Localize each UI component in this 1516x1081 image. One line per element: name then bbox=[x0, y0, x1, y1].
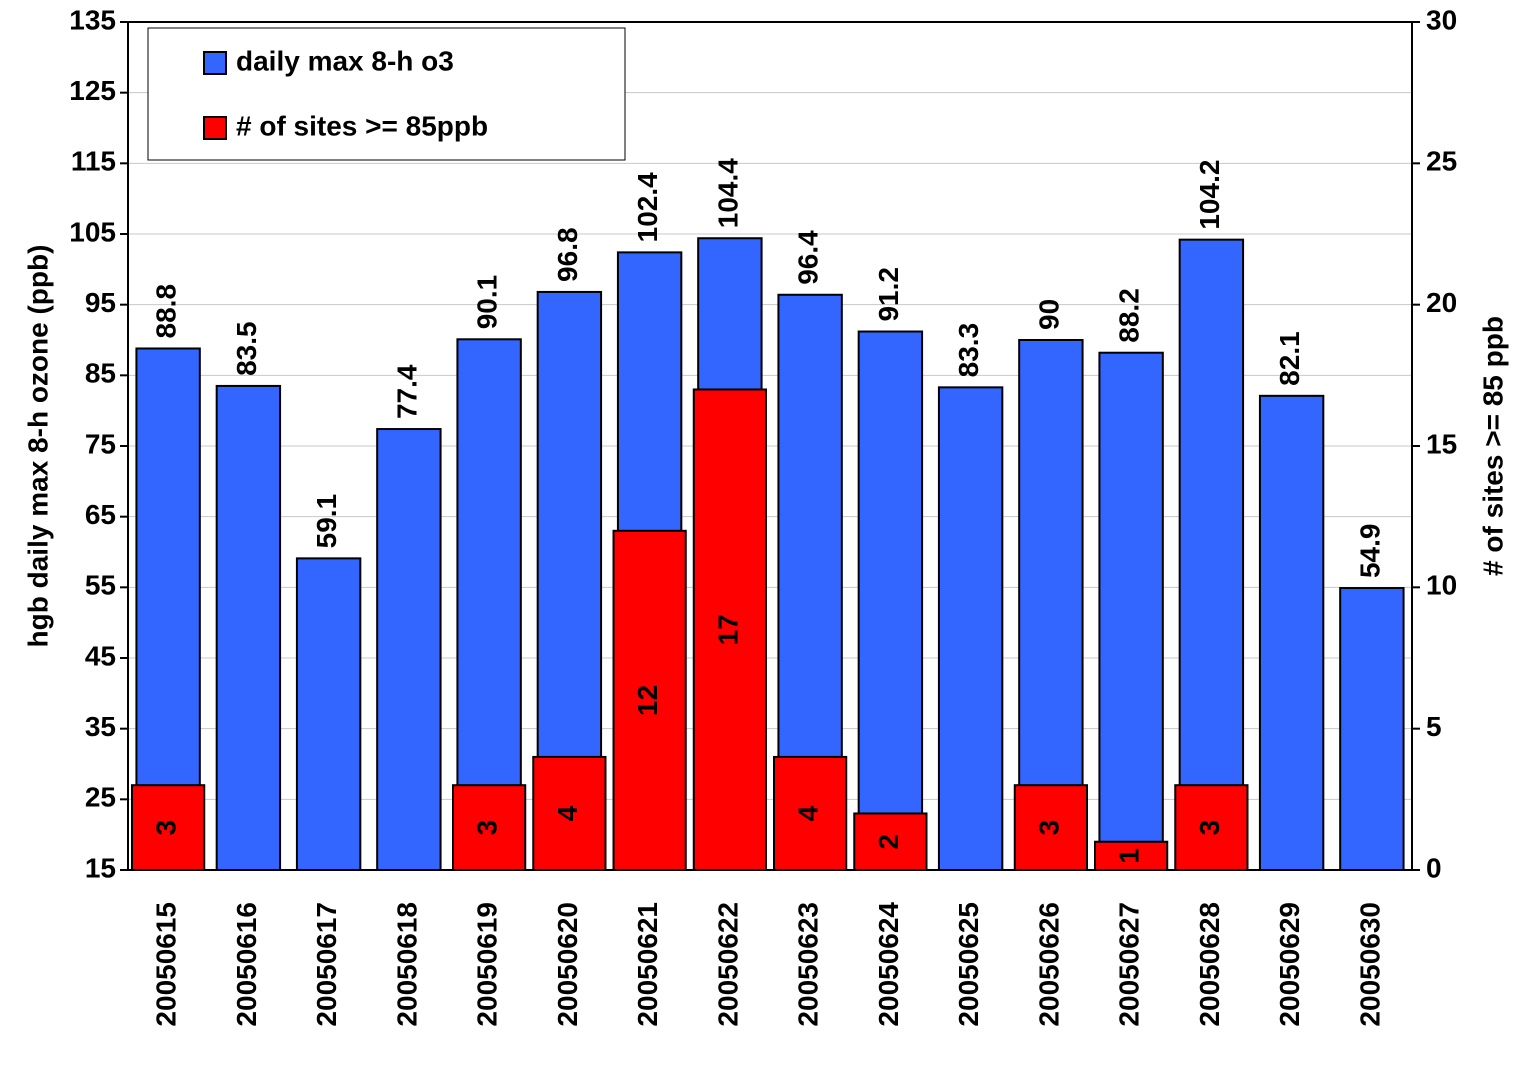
x-tick-label: 20050627 bbox=[1114, 902, 1145, 1027]
data-label: 17 bbox=[712, 614, 743, 645]
y-tick-label: 135 bbox=[69, 4, 116, 35]
y-tick-label: 115 bbox=[71, 146, 116, 177]
y2-tick-label: 0 bbox=[1426, 852, 1442, 883]
x-tick-label: 20050617 bbox=[311, 902, 342, 1027]
data-label: 90 bbox=[1033, 299, 1064, 330]
data-label: 83.5 bbox=[231, 321, 262, 376]
legend-box bbox=[147, 27, 626, 161]
y-tick-label: 35 bbox=[85, 711, 116, 742]
data-label: 88.2 bbox=[1114, 288, 1145, 343]
x-tick-label: 20050622 bbox=[712, 902, 743, 1027]
x-tick-label: 20050624 bbox=[873, 902, 904, 1027]
data-label: 3 bbox=[472, 820, 503, 836]
bar bbox=[135, 347, 201, 872]
data-label: 2 bbox=[873, 834, 904, 850]
y-tick-label: 125 bbox=[69, 75, 116, 106]
bar bbox=[131, 784, 206, 872]
bar bbox=[1018, 339, 1084, 871]
data-label: 3 bbox=[1194, 820, 1225, 836]
bar bbox=[857, 330, 924, 871]
y2-tick-label: 15 bbox=[1426, 428, 1457, 459]
data-label: 104.2 bbox=[1194, 160, 1225, 230]
bar bbox=[452, 784, 527, 872]
bar bbox=[773, 755, 848, 872]
x-tick-label: 20050618 bbox=[391, 902, 422, 1027]
x-tick-label: 20050630 bbox=[1354, 902, 1385, 1027]
x-tick-label: 20050625 bbox=[953, 902, 984, 1027]
bar bbox=[1339, 587, 1405, 871]
legend-swatch bbox=[203, 51, 227, 75]
data-label: 59.1 bbox=[311, 494, 342, 549]
plot-frame bbox=[127, 21, 1413, 871]
bar bbox=[1258, 394, 1325, 871]
x-tick-label: 20050620 bbox=[552, 902, 583, 1027]
y-tick-label: 75 bbox=[85, 428, 116, 459]
y2-tick-label: 30 bbox=[1426, 4, 1457, 35]
data-label: 88.8 bbox=[151, 284, 182, 339]
legend-label: daily max 8-h o3 bbox=[236, 45, 454, 76]
bar bbox=[1098, 351, 1164, 872]
bar bbox=[937, 386, 1004, 871]
bar bbox=[692, 388, 767, 871]
bar bbox=[295, 557, 362, 871]
bar bbox=[532, 755, 607, 872]
y-tick-label: 105 bbox=[69, 216, 116, 247]
data-label: 104.4 bbox=[712, 158, 743, 228]
y2-tick-label: 25 bbox=[1426, 146, 1457, 177]
bar bbox=[456, 338, 522, 871]
bar bbox=[376, 428, 442, 871]
x-tick-label: 20050619 bbox=[472, 902, 503, 1027]
bar bbox=[612, 529, 687, 871]
y-tick-label: 65 bbox=[85, 499, 116, 530]
y-tick-label: 55 bbox=[85, 570, 116, 601]
data-label: 96.8 bbox=[552, 227, 583, 282]
bar bbox=[1178, 238, 1245, 872]
y-axis-label: hgb daily max 8-h ozone (ppb) bbox=[22, 245, 53, 648]
data-label: 1 bbox=[1114, 848, 1145, 864]
y-tick-label: 95 bbox=[85, 287, 116, 318]
x-tick-label: 20050626 bbox=[1033, 902, 1064, 1027]
data-label: 4 bbox=[793, 805, 824, 821]
data-label: 4 bbox=[552, 805, 583, 821]
y-tick-label: 25 bbox=[85, 782, 116, 813]
data-label: 102.4 bbox=[632, 172, 663, 242]
bar bbox=[1174, 784, 1249, 872]
data-label: 12 bbox=[632, 685, 663, 716]
data-label: 91.2 bbox=[873, 267, 904, 322]
legend-swatch bbox=[203, 116, 227, 140]
x-tick-label: 20050616 bbox=[231, 902, 262, 1027]
x-tick-label: 20050621 bbox=[632, 902, 663, 1027]
data-label: 82.1 bbox=[1274, 331, 1305, 386]
x-tick-label: 20050629 bbox=[1274, 902, 1305, 1027]
data-label: 54.9 bbox=[1354, 524, 1385, 579]
y-tick-label: 45 bbox=[85, 640, 116, 671]
y2-axis-label: # of sites >= 85 ppb bbox=[1477, 316, 1508, 576]
x-tick-label: 20050623 bbox=[793, 902, 824, 1027]
data-label: 96.4 bbox=[793, 230, 824, 285]
bar bbox=[1013, 784, 1088, 872]
legend-label: # of sites >= 85ppb bbox=[236, 110, 488, 141]
data-label: 3 bbox=[151, 820, 182, 836]
x-tick-label: 20050628 bbox=[1194, 902, 1225, 1027]
bar bbox=[215, 384, 282, 871]
y2-tick-label: 10 bbox=[1426, 570, 1457, 601]
y2-tick-label: 20 bbox=[1426, 287, 1457, 318]
y-tick-label: 85 bbox=[85, 358, 116, 389]
y-tick-label: 15 bbox=[85, 852, 116, 883]
data-label: 90.1 bbox=[472, 275, 503, 330]
data-label: 3 bbox=[1033, 820, 1064, 836]
y2-tick-label: 5 bbox=[1426, 711, 1442, 742]
x-tick-label: 20050615 bbox=[151, 902, 182, 1027]
data-label: 83.3 bbox=[953, 323, 984, 378]
data-label: 77.4 bbox=[391, 364, 422, 419]
